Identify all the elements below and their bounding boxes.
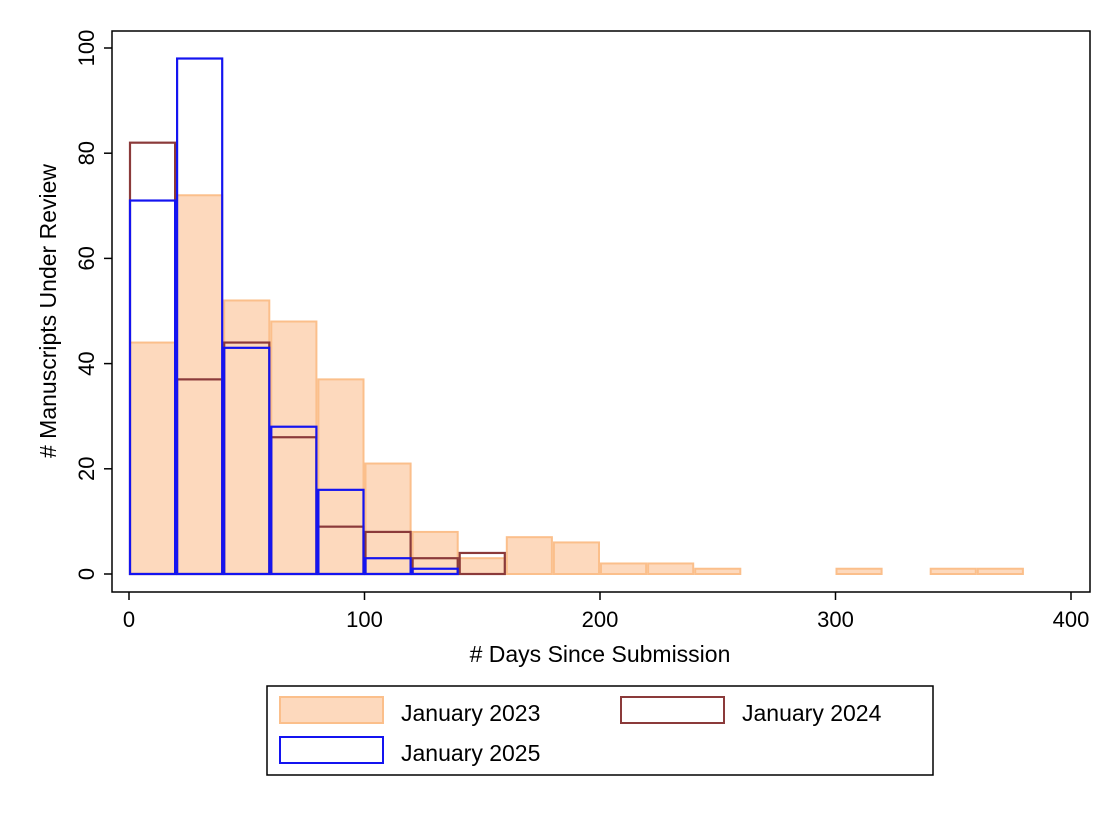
y-tick-label: 40 — [74, 351, 99, 375]
bar — [458, 551, 506, 576]
legend-label-series-3: January 2025 — [401, 740, 540, 766]
bars-layer — [128, 57, 1024, 576]
bar — [647, 562, 695, 575]
bar — [317, 488, 365, 576]
legend-label-series-2: January 2024 — [742, 700, 882, 726]
series-3-bars — [128, 57, 459, 576]
x-tick-label: 400 — [1053, 607, 1090, 632]
y-tick-label: 100 — [74, 30, 99, 67]
y-tick-label: 0 — [74, 568, 99, 580]
bar — [270, 425, 318, 576]
bar — [176, 57, 224, 576]
legend-label-series-1: January 2023 — [401, 700, 540, 726]
y-tick-label: 60 — [74, 246, 99, 270]
legend-key-series-3 — [279, 736, 384, 764]
y-axis-title: # Manuscripts Under Review — [35, 164, 61, 458]
bar — [600, 562, 648, 575]
legend-key-series-2 — [620, 696, 725, 724]
y-tick-label: 80 — [74, 141, 99, 165]
bar — [929, 567, 977, 575]
bar — [835, 567, 883, 575]
bar — [128, 199, 177, 576]
bar — [223, 346, 271, 576]
bar — [976, 567, 1024, 575]
bar — [317, 378, 365, 575]
axes-layer: 0 100 200 300 400 0 20 40 60 80 100 — [74, 30, 1089, 632]
bar — [694, 567, 742, 575]
bar — [552, 541, 601, 576]
series-1-bars — [129, 194, 1024, 576]
bar — [176, 194, 224, 575]
plot-frame — [111, 30, 1091, 593]
bar — [129, 341, 177, 575]
legend: January 2023 January 2024 January 2025 — [266, 685, 934, 776]
bar — [364, 557, 412, 576]
y-tick-label: 20 — [74, 457, 99, 481]
x-axis-title: # Days Since Submission — [470, 641, 731, 667]
bar — [505, 536, 553, 575]
bar — [411, 567, 459, 576]
x-tick-label: 300 — [817, 607, 854, 632]
bar — [458, 557, 506, 575]
x-tick-label: 200 — [582, 607, 619, 632]
legend-key-series-1 — [279, 696, 384, 724]
bar — [270, 320, 318, 575]
x-tick-label: 100 — [346, 607, 383, 632]
x-tick-label: 0 — [123, 607, 135, 632]
bar — [364, 462, 412, 576]
